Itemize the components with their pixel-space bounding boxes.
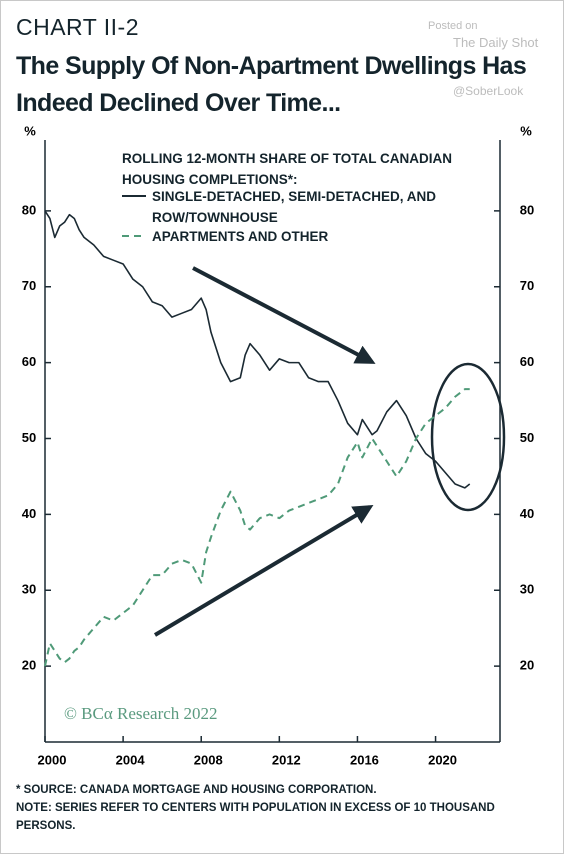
legend-label: APARTMENTS AND OTHER — [152, 229, 329, 244]
x-tick-label: 2008 — [194, 752, 223, 767]
x-tick-label: 2016 — [350, 752, 379, 767]
chart-title: The Supply Of Non-Apartment Dwellings Ha… — [16, 52, 527, 117]
x-tick-label: 2012 — [272, 752, 301, 767]
x-tick-label: 2020 — [428, 752, 457, 767]
y-unit: % — [24, 123, 36, 138]
x-tick-label: 2004 — [116, 752, 146, 767]
y-tick-label: 70 — [22, 278, 36, 293]
watermark: @SoberLook — [453, 84, 524, 98]
legend-label: SINGLE-DETACHED, SEMI-DETACHED, AND ROW/… — [152, 189, 437, 225]
y2-tick-label: 60 — [520, 354, 534, 369]
source-note: * SOURCE: CANADA MORTGAGE AND HOUSING CO… — [16, 784, 377, 796]
y-tick-label: 20 — [22, 658, 36, 673]
arrow — [192, 266, 376, 364]
watermark: Posted on — [428, 20, 478, 32]
y2-tick-label: 70 — [520, 278, 534, 293]
y2-tick-label: 50 — [520, 430, 534, 445]
chart-label: CHART II-2 — [16, 14, 140, 40]
y-tick-label: 30 — [22, 582, 36, 597]
y2-tick-label: 30 — [520, 582, 534, 597]
y-tick-label: 50 — [22, 430, 36, 445]
footnote: NOTE: SERIES REFER TO CENTERS WITH POPUL… — [16, 802, 495, 832]
series-line — [44, 388, 470, 667]
y2-tick-label: 40 — [520, 506, 534, 521]
y-tick-label: 80 — [22, 202, 36, 217]
highlight-ellipse — [430, 362, 506, 512]
credit: © BCα Research 2022 — [64, 704, 218, 723]
y-unit: % — [520, 123, 532, 138]
arrow — [153, 504, 374, 637]
watermark: The Daily Shot — [453, 35, 539, 50]
y2-tick-label: 80 — [520, 202, 534, 217]
y-tick-label: 60 — [22, 354, 36, 369]
y2-tick-label: 20 — [520, 658, 534, 673]
legend-title: ROLLING 12-MONTH SHARE OF TOTAL CANADIAN… — [122, 151, 452, 187]
y-tick-label: 40 — [22, 506, 36, 521]
x-tick-label: 2000 — [38, 752, 67, 767]
series-line — [44, 210, 471, 489]
